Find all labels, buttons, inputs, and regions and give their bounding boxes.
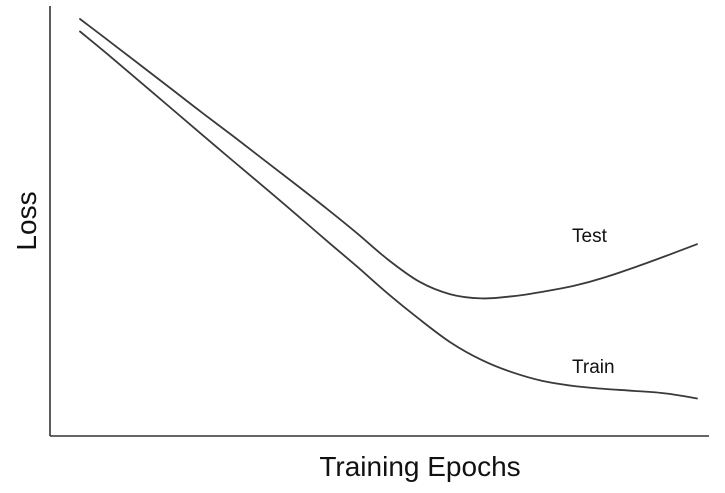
series-label-test: Test	[572, 226, 608, 247]
series-line-train	[79, 30, 698, 400]
series-label-train: Train	[572, 357, 615, 378]
series-layer	[79, 18, 698, 400]
y-axis-label: Loss	[11, 191, 42, 250]
x-axis-label: Training Epochs	[319, 451, 520, 482]
series-line-test	[79, 18, 698, 300]
